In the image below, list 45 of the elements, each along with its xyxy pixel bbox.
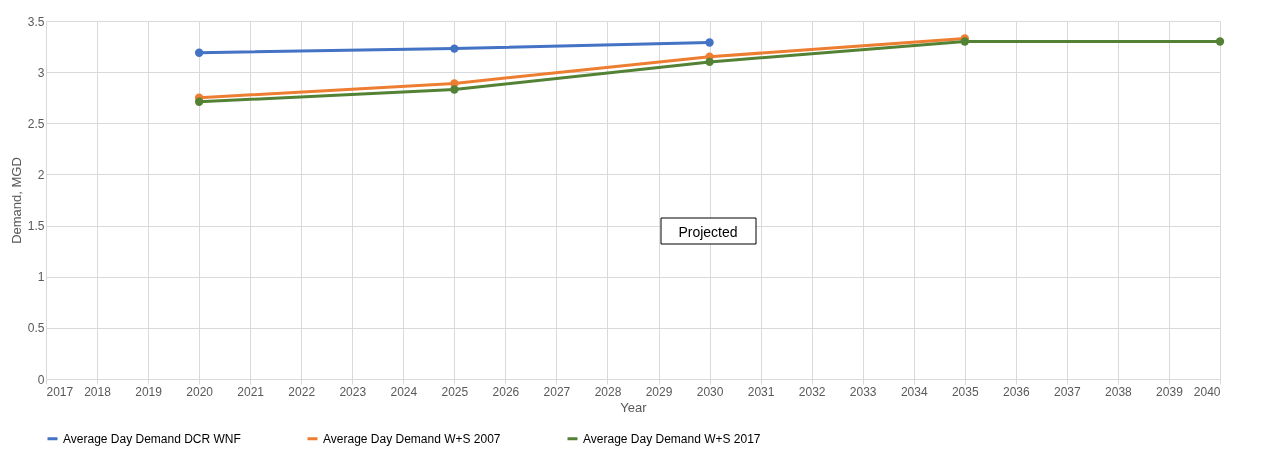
x-tick-label: 2031 — [747, 384, 775, 399]
x-tick-label: 2020 — [186, 384, 214, 399]
point — [1215, 37, 1225, 46]
x-tick-label: 2026 — [492, 384, 520, 399]
y-tick-label: 3.5 — [27, 14, 45, 29]
x-tick-label: 2035 — [951, 384, 979, 399]
annotation: Projected — [678, 224, 738, 240]
y-tick-label: 0.5 — [27, 321, 45, 336]
point — [450, 85, 459, 94]
x-tick-label: 2028 — [594, 384, 622, 399]
x-tick-label: 2021 — [237, 384, 265, 399]
x-tick-label: 2025 — [441, 384, 469, 399]
point — [705, 38, 714, 47]
legend-label: Average Day Demand W+S 2007 — [323, 431, 501, 446]
x-tick-label: 2038 — [1105, 384, 1133, 399]
x-tick-label: 2034 — [900, 384, 928, 399]
x-tick-label: 2030 — [696, 384, 724, 399]
x-tick-label: 2029 — [645, 384, 673, 399]
x-tick-label: 2036 — [1002, 384, 1030, 399]
y-axis-title: Demand, MGD — [8, 157, 24, 244]
x-tick-label: 2017 — [46, 384, 74, 399]
x-tick-label: 2039 — [1156, 384, 1184, 399]
y-tick-label: 0 — [37, 372, 45, 387]
x-tick-label: 2023 — [339, 384, 367, 399]
x-tick-label: 2019 — [135, 384, 163, 399]
point — [450, 44, 459, 53]
x-tick-label: 2033 — [849, 384, 877, 399]
point — [194, 48, 204, 57]
legend-label: Average Day Demand W+S 2017 — [583, 431, 761, 446]
legend-label: Average Day Demand DCR WNF — [63, 431, 241, 446]
x-tick-label: 2040 — [1193, 384, 1221, 399]
x-tick-label: 2032 — [798, 384, 826, 399]
y-tick-label: 1.5 — [27, 219, 45, 234]
y-tick-label: 1 — [37, 270, 45, 285]
x-axis-title: Year — [620, 399, 648, 415]
x-tick-label: 2027 — [543, 384, 571, 399]
x-tick-label: 2018 — [84, 384, 112, 399]
y-tick-label: 3 — [37, 65, 45, 80]
x-tick-label: 2022 — [288, 384, 316, 399]
point — [705, 57, 714, 67]
y-tick-label: 2.5 — [27, 116, 45, 131]
x-tick-label: 2037 — [1054, 384, 1082, 399]
y-tick-label: 2 — [37, 167, 45, 182]
x-tick-label: 2024 — [390, 384, 418, 399]
point — [194, 97, 204, 106]
